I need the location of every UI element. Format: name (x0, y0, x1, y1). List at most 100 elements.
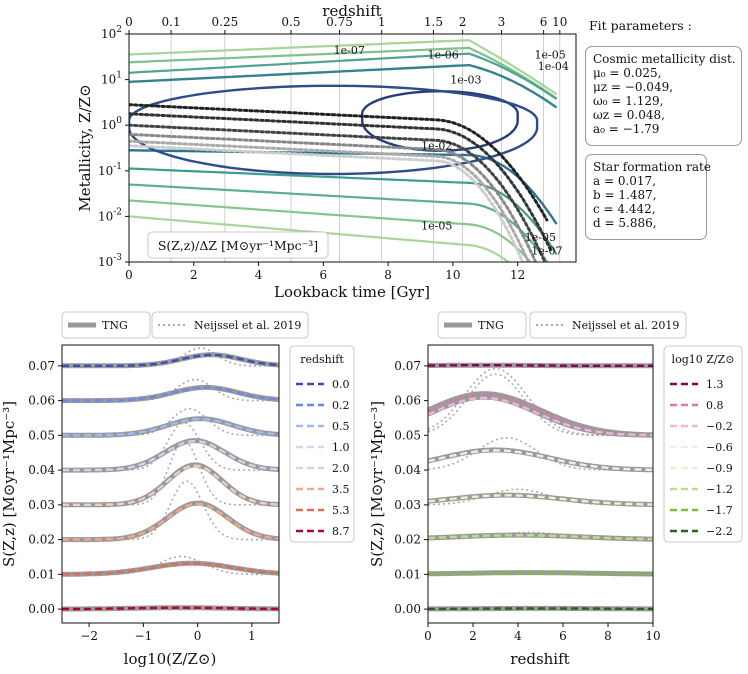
top-y-tick-label: 102 (101, 25, 122, 41)
top-y-tick-label: 10-2 (98, 207, 122, 223)
right-legend-title: log10 Z/Z⊙ (672, 353, 735, 366)
right-legend-neijssel: Neijssel et al. 2019 (572, 319, 679, 332)
fit-curve-6 (428, 571, 653, 576)
tng-inner-contour (129, 84, 539, 176)
bottom-x-tick-label: 0 (194, 629, 202, 643)
redshift-tick-label: 0.1 (162, 15, 181, 29)
bottom-y-tick-label: 0.06 (28, 394, 55, 408)
legend-label: −2.2 (706, 525, 733, 538)
redshift-tick-label: 10 (552, 15, 567, 29)
top-ylabel: Metallicity, Z/Z⊙ (76, 84, 94, 211)
fit-curve-4 (428, 494, 653, 506)
top-redshift-label: redshift (322, 2, 381, 20)
right-legend-tng: TNG (478, 319, 504, 332)
bottom-x-tick-label: 0 (424, 629, 432, 643)
top-x-tick-label: 4 (255, 268, 263, 282)
tng-curve (62, 352, 279, 369)
tng-contours (129, 39, 558, 262)
contour-title: S(Z,z)/ΔZ [M⊙yr⁻¹Mpc⁻³] (158, 238, 318, 253)
legend-label: 0.0 (332, 378, 350, 391)
fit-curve-7 (428, 607, 653, 611)
tng-curve (62, 384, 279, 404)
bottom-y-tick-label: 0.01 (394, 567, 421, 581)
legend-label: 5.3 (332, 504, 350, 517)
top-y-ticks: 10-3 10-2 10-1 100 101 102 (98, 25, 129, 269)
bottom-x-tick-label: 2 (469, 629, 477, 643)
param-muz: μz = −0.049, (593, 80, 674, 94)
top-x-ticks: 0 2 4 6 8 10 12 (125, 262, 525, 282)
param-b: b = 1.487, (593, 188, 657, 202)
sfr-params-box: Star formation rate a = 0.017, b = 1.487… (585, 154, 711, 240)
param-c: c = 4.442, (593, 202, 656, 216)
fit-curve-7 (62, 606, 279, 611)
tng-contour-line (129, 215, 510, 262)
redshift-tick-label: 6 (540, 15, 548, 29)
legend-label: 0.5 (332, 420, 350, 433)
neijssel-contour-line (129, 112, 554, 254)
contour-label: 1e-03 (450, 74, 481, 87)
legend-label: −0.9 (706, 462, 733, 475)
legend-label: 0.2 (332, 399, 350, 412)
top-xlabel: Lookback time [Gyr] (274, 283, 430, 301)
right-ylabel: S(Z,z) [M⊙yr⁻¹Mpc⁻³] (368, 401, 386, 567)
legend-label: 0.8 (706, 399, 724, 412)
fit-curve-3 (428, 449, 653, 471)
top-redshift-ticks: 0 0.1 0.25 0.5 0.75 1 1.5 2 3 6 10 (125, 15, 567, 34)
legend-label: 3.5 (332, 483, 350, 496)
left-axes-frame (61, 344, 280, 624)
bottom-y-tick-label: 0.05 (394, 428, 421, 442)
top-x-tick-label: 2 (190, 268, 198, 282)
tng-contour-line (129, 183, 549, 262)
bottom-y-tick-label: 0.00 (28, 602, 55, 616)
top-x-tick-label: 0 (125, 268, 133, 282)
left-ylabel: S(Z,z) [M⊙yr⁻¹Mpc⁻³] (0, 401, 18, 567)
fit-curve-6 (62, 562, 279, 576)
legend-label: 1.0 (332, 441, 350, 454)
top-y-tick-label: 10-3 (98, 253, 122, 269)
redshift-tick-label: 3 (498, 15, 506, 29)
bottom-y-tick-label: 0.07 (28, 359, 55, 373)
param-mu0: μ₀ = 0.025, (593, 66, 662, 80)
tng-curve (62, 560, 279, 577)
bottom-x-tick-label: −2 (80, 629, 98, 643)
bottom-y-tick-label: 0.05 (28, 428, 55, 442)
top-y-tick-label: 100 (101, 116, 122, 132)
bottom-y-tick-label: 0.04 (394, 463, 421, 477)
right-axes-frame (427, 344, 654, 624)
fit-curve-4 (62, 464, 279, 506)
left-series-lines (62, 347, 279, 612)
left-xlabel: log10(Z/Z⊙) (124, 650, 217, 668)
fit-curve-0 (428, 364, 653, 367)
neijssel-contour-line (129, 144, 525, 262)
top-x-tick-label: 6 (320, 268, 328, 282)
redshift-tick-label: 2 (459, 15, 467, 29)
left-legend-neijssel: Neijssel et al. 2019 (194, 319, 301, 332)
contour-label: 1e-05 (534, 49, 565, 62)
bottom-x-tick-label: 4 (514, 629, 522, 643)
left-legend-tng: TNG (102, 319, 128, 332)
tng-contour-line (129, 199, 532, 262)
contour-label: 1e-06 (428, 49, 459, 62)
fit-curve-5 (62, 502, 279, 541)
bottom-x-tick-label: 10 (645, 629, 660, 643)
tng-contour-line (129, 52, 558, 101)
metallicity-params-title: Cosmic metallicity dist. (593, 52, 736, 66)
redshift-tick-label: 0.5 (281, 15, 300, 29)
legend-label: −1.2 (706, 483, 733, 496)
fit-curve-2 (62, 417, 279, 437)
param-a: a = 0.017, (593, 174, 657, 188)
bottom-y-tick-label: 0.03 (28, 498, 55, 512)
bottom-left-panel: −2 −1 0 1 0.000.010.020.030.040.050.060.07 … (0, 311, 355, 668)
neijssel-contour-line (129, 132, 538, 262)
top-axes-frame (128, 33, 577, 263)
left-y-ticks: 0.00 0.01 0.02 0.03 0.04 0.05 0.06 0.07 (28, 359, 62, 616)
legend-label: 8.7 (332, 525, 350, 538)
top-x-tick-label: 10 (445, 268, 460, 282)
bottom-y-tick-label: 0.02 (28, 533, 55, 547)
bottom-x-tick-label: −1 (135, 629, 153, 643)
legend-label: 1.3 (706, 378, 724, 391)
bottom-y-tick-label: 0.07 (394, 359, 421, 373)
bottom-x-tick-label: 1 (248, 629, 256, 643)
param-omega0: ω₀ = 1.129, (593, 94, 664, 108)
